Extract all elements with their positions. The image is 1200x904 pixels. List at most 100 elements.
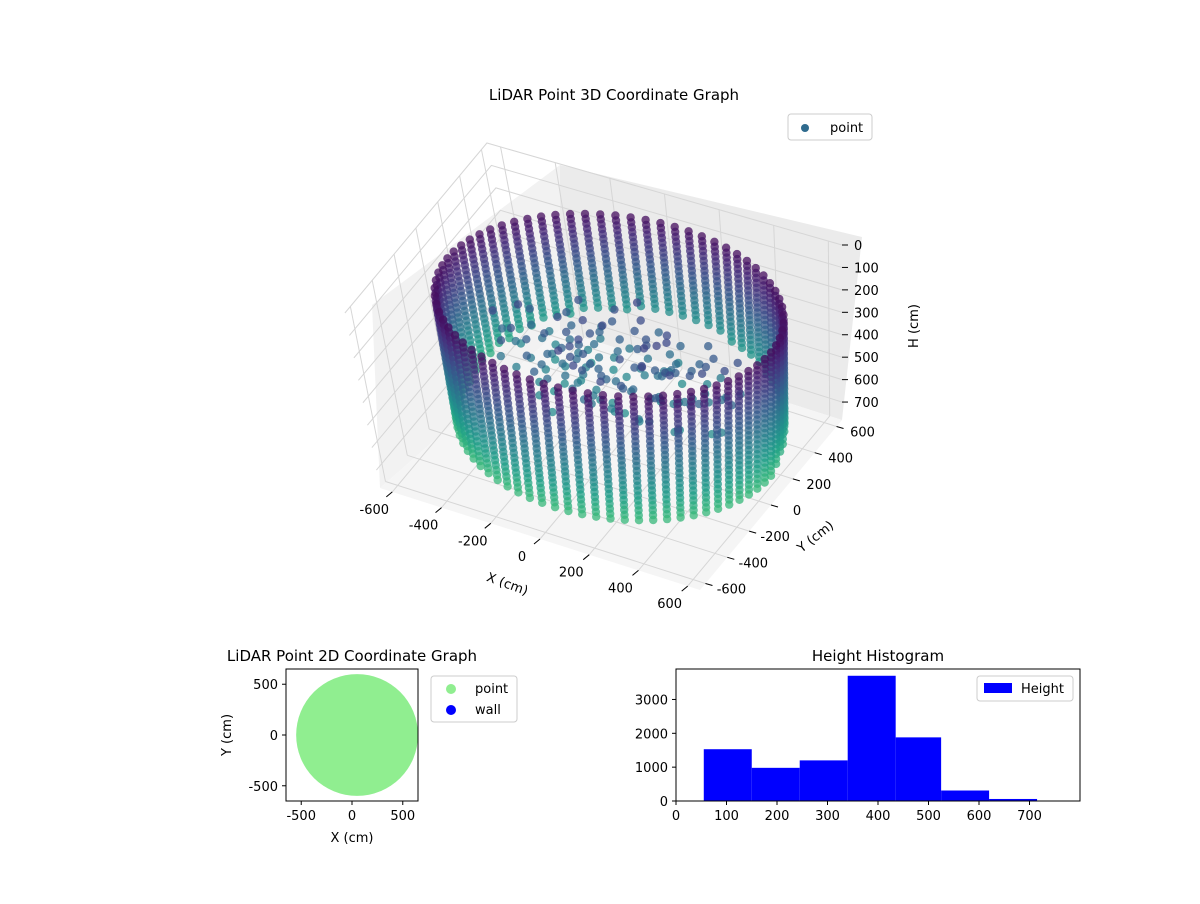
ticks-2d: -500 0 500 -500 0 500 [248, 678, 415, 824]
y-tick-label-3d-4: 200 [806, 478, 831, 493]
point-3d [530, 367, 539, 376]
scatter-2d-plot: LiDAR Point 2D Coordinate Graph -500 0 500… [220, 647, 518, 846]
z-tick-label-3d-4: 400 [854, 329, 879, 344]
point-3d [562, 308, 571, 317]
y-tick-label-3d-6: 600 [850, 426, 875, 441]
grid-line-leftwall-y-0 [349, 306, 386, 482]
point-3d [640, 371, 649, 380]
point-3d [578, 316, 587, 325]
y-tick-label-3d-0: -600 [717, 582, 747, 597]
point-3d [630, 363, 639, 372]
point-3d [486, 348, 495, 358]
point-3d [593, 303, 603, 312]
point-3d [702, 508, 711, 517]
point-3d [578, 510, 587, 519]
legend-label-wall-2d: wall [475, 703, 501, 718]
y-tick-mark-3d-3 [770, 504, 779, 508]
point-3d [539, 313, 548, 322]
x-tick-label-hist-5: 500 [916, 809, 941, 824]
point-3d [484, 469, 493, 478]
point-3d [639, 344, 649, 353]
point-3d [522, 351, 531, 360]
z-tick-label-3d-6: 600 [854, 374, 879, 389]
histogram-bars [703, 675, 1038, 801]
grid-line-z-1 [349, 164, 843, 336]
y-tick-mark-3d-0 [705, 582, 713, 586]
y-axis-label-3d: Y (cm) [794, 518, 837, 556]
x-tick-label-2d-0: -500 [286, 809, 316, 824]
point-3d [697, 369, 707, 378]
point-3d [496, 351, 505, 361]
grid-line-z-0 [344, 142, 843, 314]
point-3d [652, 341, 661, 351]
x-tick-label-hist-0: 0 [672, 809, 680, 824]
point-3d [558, 359, 567, 368]
point-3d [564, 506, 573, 516]
point-3d [671, 360, 681, 369]
point-3d [615, 355, 624, 364]
point-3d [720, 366, 729, 376]
point-3d [613, 347, 622, 356]
z-tick-label-3d-0: 0 [854, 239, 862, 254]
point-3d [525, 493, 535, 503]
point-3d [526, 320, 536, 329]
x-tick-label-3d-4: 200 [559, 566, 584, 581]
point-3d [606, 514, 615, 523]
ticks-3d: -600-400-2000200400600-600-400-200020040… [360, 239, 879, 612]
point-3d [596, 334, 605, 343]
z-axis-label-3d: H (cm) [907, 304, 922, 348]
point-3d [476, 461, 485, 471]
point-3d [632, 298, 642, 307]
x-tick-label-3d-5: 400 [608, 581, 633, 596]
point-3d [649, 515, 658, 525]
point-3d [503, 482, 512, 491]
x-tick-label-2d-1: 0 [348, 809, 356, 824]
point-3d [620, 515, 629, 524]
histogram-bar-0 [703, 749, 752, 801]
chart-title-2d: LiDAR Point 2D Coordinate Graph [227, 647, 477, 665]
scatter-3d-plot: -600-400-2000200400600-600-400-200020040… [344, 86, 922, 612]
histogram-bar-6 [989, 798, 1038, 801]
legend-3d: point [787, 113, 873, 141]
y-tick-mark-3d-2 [749, 530, 757, 534]
point-3d [488, 306, 497, 315]
chart-title-3d: LiDAR Point 3D Coordinate Graph [489, 86, 739, 104]
y-tick-label-3d-3: 0 [793, 504, 801, 519]
grid-line-floor-y-0 [385, 480, 706, 584]
y-tick-label-3d-2: -200 [760, 530, 790, 545]
point-3d [637, 363, 647, 372]
point-3d [567, 321, 576, 330]
y-tick-label-hist-0: 0 [660, 795, 668, 810]
point-3d [562, 327, 571, 337]
point-3d [585, 359, 595, 369]
x-tick-label-hist-1: 100 [714, 809, 739, 824]
point-3d [513, 300, 523, 309]
x-axis-label-3d: X (cm) [484, 570, 530, 599]
point-3d [695, 360, 704, 369]
point-3d [676, 513, 685, 522]
x-tick-label-hist-7: 700 [1017, 809, 1042, 824]
y-tick-mark-3d-1 [727, 556, 735, 560]
point-3d [577, 366, 587, 375]
point-3d [496, 336, 506, 345]
point-3d [634, 516, 644, 525]
point-3d [607, 404, 616, 413]
point-3d [704, 342, 713, 351]
point-3d [506, 323, 515, 333]
point-3d [716, 326, 725, 335]
point-3d [747, 350, 756, 359]
point-3d [662, 338, 671, 347]
point-3d [665, 371, 674, 380]
grid-line-backwall-x-6 [827, 241, 831, 417]
point-3d [641, 335, 651, 344]
z-tick-label-3d-7: 700 [854, 396, 879, 411]
legend-marker-point-2d [446, 684, 456, 694]
legend-frame-histogram [976, 675, 1074, 702]
point-3d [685, 371, 694, 381]
x-tick-label-3d-0: -600 [360, 503, 390, 518]
y-tick-mark-3d-4 [792, 478, 800, 482]
histogram-bar-5 [941, 790, 990, 801]
point-3d [609, 365, 618, 374]
z-tick-label-3d-2: 200 [854, 284, 879, 299]
